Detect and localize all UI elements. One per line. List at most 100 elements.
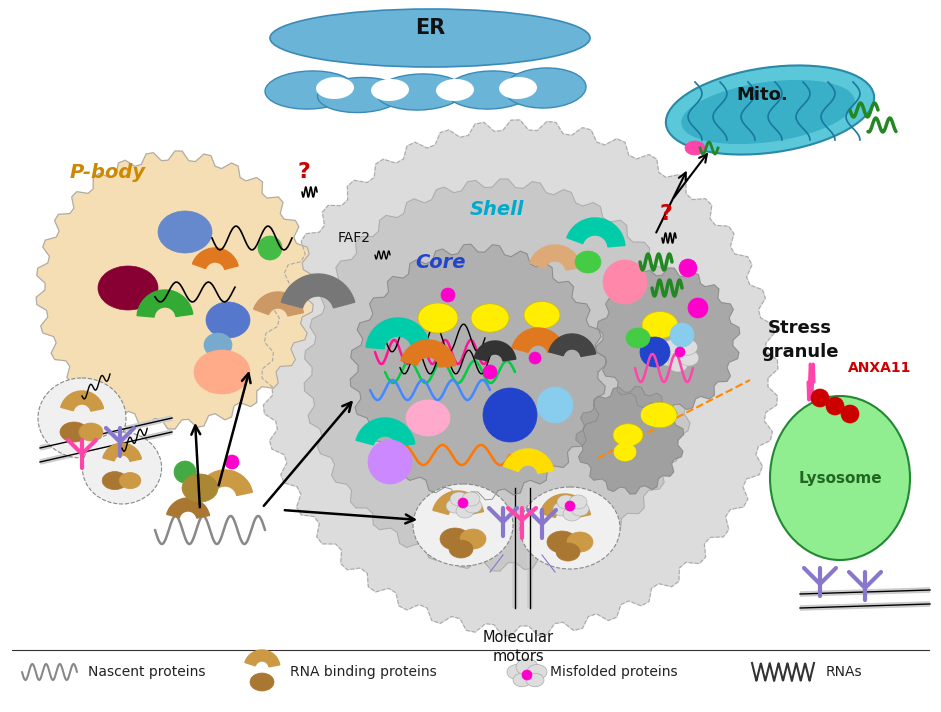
- Ellipse shape: [225, 455, 239, 469]
- Ellipse shape: [98, 266, 158, 310]
- Ellipse shape: [103, 471, 127, 490]
- Ellipse shape: [575, 251, 601, 273]
- Polygon shape: [304, 179, 695, 571]
- Ellipse shape: [685, 141, 705, 155]
- Text: Molecular
motors: Molecular motors: [483, 630, 553, 664]
- Polygon shape: [262, 120, 778, 636]
- Ellipse shape: [507, 664, 527, 679]
- Ellipse shape: [413, 484, 513, 566]
- Ellipse shape: [450, 492, 468, 506]
- Ellipse shape: [567, 532, 593, 552]
- Ellipse shape: [557, 495, 575, 509]
- Ellipse shape: [458, 498, 468, 508]
- Polygon shape: [474, 341, 516, 361]
- Ellipse shape: [368, 440, 412, 484]
- Ellipse shape: [811, 389, 829, 407]
- Text: P-body: P-body: [70, 163, 146, 182]
- Ellipse shape: [483, 365, 497, 379]
- Ellipse shape: [446, 499, 464, 513]
- Ellipse shape: [250, 673, 274, 691]
- Ellipse shape: [60, 422, 88, 442]
- Text: Misfolded proteins: Misfolded proteins: [550, 665, 678, 679]
- Polygon shape: [350, 244, 606, 500]
- Polygon shape: [566, 218, 625, 247]
- Polygon shape: [253, 292, 303, 316]
- Ellipse shape: [663, 339, 683, 355]
- Ellipse shape: [440, 528, 470, 550]
- Polygon shape: [540, 494, 590, 518]
- Ellipse shape: [516, 659, 538, 675]
- Polygon shape: [576, 387, 684, 494]
- Polygon shape: [356, 418, 415, 446]
- Ellipse shape: [547, 531, 577, 553]
- Ellipse shape: [603, 260, 647, 304]
- Ellipse shape: [529, 352, 541, 364]
- Ellipse shape: [265, 71, 355, 109]
- Ellipse shape: [513, 674, 531, 687]
- Ellipse shape: [659, 350, 678, 366]
- Ellipse shape: [563, 507, 581, 521]
- Ellipse shape: [418, 303, 458, 333]
- Ellipse shape: [527, 664, 547, 679]
- Ellipse shape: [270, 9, 590, 67]
- Text: RNAs: RNAs: [826, 665, 863, 679]
- Ellipse shape: [456, 504, 474, 518]
- Ellipse shape: [120, 473, 141, 488]
- Ellipse shape: [464, 499, 482, 513]
- Ellipse shape: [499, 77, 537, 99]
- Ellipse shape: [826, 397, 844, 415]
- Polygon shape: [366, 318, 430, 349]
- Polygon shape: [167, 498, 210, 518]
- Ellipse shape: [571, 502, 589, 516]
- Text: ANXA11: ANXA11: [848, 361, 912, 375]
- Ellipse shape: [204, 333, 232, 357]
- Ellipse shape: [643, 402, 677, 428]
- Ellipse shape: [504, 68, 586, 108]
- Ellipse shape: [522, 670, 532, 680]
- Ellipse shape: [406, 400, 450, 436]
- Polygon shape: [36, 151, 313, 429]
- Ellipse shape: [641, 404, 669, 426]
- Ellipse shape: [526, 674, 544, 687]
- Ellipse shape: [194, 350, 250, 394]
- Ellipse shape: [524, 301, 560, 328]
- Polygon shape: [193, 248, 238, 269]
- Ellipse shape: [678, 350, 699, 366]
- Text: RNA binding proteins: RNA binding proteins: [290, 665, 437, 679]
- Polygon shape: [401, 340, 455, 367]
- Text: Lysosome: Lysosome: [798, 471, 882, 486]
- Polygon shape: [597, 268, 740, 412]
- Ellipse shape: [681, 80, 854, 144]
- Polygon shape: [245, 650, 279, 666]
- Polygon shape: [512, 328, 564, 352]
- Ellipse shape: [436, 79, 474, 101]
- Text: FAF2: FAF2: [338, 231, 371, 245]
- Polygon shape: [530, 245, 582, 270]
- Text: Mito.: Mito.: [736, 86, 788, 104]
- Polygon shape: [103, 443, 141, 461]
- Ellipse shape: [158, 211, 212, 253]
- Ellipse shape: [483, 388, 537, 442]
- Ellipse shape: [614, 443, 636, 461]
- Ellipse shape: [182, 474, 218, 502]
- Ellipse shape: [460, 529, 486, 549]
- Ellipse shape: [553, 502, 571, 516]
- Ellipse shape: [316, 77, 354, 99]
- Text: ER: ER: [415, 18, 445, 38]
- Ellipse shape: [371, 79, 409, 101]
- Polygon shape: [198, 470, 252, 496]
- Ellipse shape: [83, 432, 162, 504]
- Text: ?: ?: [298, 162, 311, 182]
- Ellipse shape: [79, 423, 103, 441]
- Polygon shape: [61, 391, 104, 411]
- Ellipse shape: [38, 378, 126, 458]
- Ellipse shape: [446, 71, 534, 109]
- Ellipse shape: [688, 298, 708, 318]
- Text: Shell: Shell: [470, 200, 524, 219]
- Text: ?: ?: [660, 204, 673, 224]
- Ellipse shape: [668, 356, 688, 372]
- Ellipse shape: [679, 259, 697, 277]
- Ellipse shape: [441, 288, 455, 302]
- Ellipse shape: [569, 495, 587, 509]
- Ellipse shape: [556, 543, 580, 561]
